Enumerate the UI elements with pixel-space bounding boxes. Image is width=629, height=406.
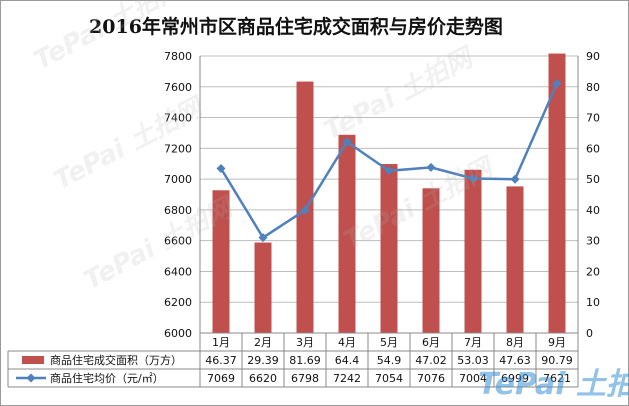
- line-point: [426, 162, 436, 172]
- left-axis-tick-label: 7200: [164, 142, 192, 155]
- line-point: [468, 173, 478, 183]
- category-label: 9月: [548, 336, 566, 349]
- right-axis-tick-label: 80: [586, 81, 600, 94]
- category-label: 5月: [380, 336, 398, 349]
- chart-title: 2016年常州市区商品住宅成交面积与房价走势图: [89, 15, 503, 38]
- right-axis-tick-label: 40: [586, 204, 600, 217]
- bar-value-label: 47.02: [415, 354, 447, 367]
- price-value-label: 7242: [333, 372, 361, 385]
- category-label: 8月: [506, 336, 524, 349]
- bar-value-label: 53.03: [457, 354, 489, 367]
- left-axis-tick-label: 6400: [164, 265, 192, 278]
- bar: [338, 134, 356, 333]
- category-label: 2月: [254, 336, 272, 349]
- bar-value-label: 81.69: [289, 354, 321, 367]
- watermark-text: TePai 土拍网: [319, 41, 480, 146]
- price-value-label: 6620: [249, 372, 277, 385]
- legend-line-marker: [26, 373, 36, 383]
- right-axis-tick-label: 0: [586, 327, 593, 340]
- price-value-label: 7621: [543, 372, 571, 385]
- right-axis-tick-label: 60: [586, 142, 600, 155]
- bar-value-label: 64.4: [335, 354, 360, 367]
- category-label: 4月: [338, 336, 356, 349]
- left-axis-tick-label: 7400: [164, 112, 192, 125]
- line-series: [216, 79, 562, 243]
- legend-bar-name: 商品住宅成交面积（万方）: [50, 353, 182, 367]
- bar-value-label: 90.79: [541, 354, 573, 367]
- line-point: [342, 137, 352, 147]
- bar-value-label: 46.37: [205, 354, 237, 367]
- price-value-label: 6999: [501, 372, 529, 385]
- line-point: [510, 174, 520, 184]
- bar-value-label: 29.39: [247, 354, 279, 367]
- left-axis-tick-label: 7000: [164, 173, 192, 186]
- bar: [422, 188, 440, 333]
- bar: [380, 164, 398, 333]
- bar: [506, 186, 524, 333]
- bar: [464, 169, 482, 333]
- legend-bar-key: [22, 356, 44, 364]
- right-axis-tick-label: 30: [586, 235, 600, 248]
- left-axis-tick-label: 6800: [164, 204, 192, 217]
- left-axis-tick-label: 6600: [164, 235, 192, 248]
- data-table: 1月 46.37 7069 2月 29.39 6620 3月 81.69 6798 4月 64.4 7…: [7, 332, 579, 388]
- bar-value-label: 54.9: [377, 354, 402, 367]
- category-label: 3月: [296, 336, 314, 349]
- price-value-label: 6798: [291, 372, 319, 385]
- watermark-text: TePai 土拍网: [29, 0, 190, 76]
- right-axis-tick-label: 20: [586, 265, 600, 278]
- bar-value-label: 47.63: [499, 354, 531, 367]
- axes: 6000 6200 6400 6600 6800 7000 7200 7400 7600 7800…: [164, 50, 600, 340]
- line-point: [300, 205, 310, 215]
- category-label: 6月: [422, 336, 440, 349]
- line-point: [216, 163, 226, 173]
- category-label: 1月: [212, 336, 230, 349]
- watermark-logo: TePai 土拍网: [478, 367, 629, 402]
- right-axis-tick-label: 50: [586, 173, 600, 186]
- left-axis-tick-label: 7800: [164, 50, 192, 63]
- bar: [212, 190, 230, 333]
- bar: [548, 53, 566, 334]
- price-value-label: 7004: [459, 372, 487, 385]
- line-point: [258, 233, 268, 243]
- right-axis-tick-label: 70: [586, 112, 600, 125]
- left-axis-tick-label: 6200: [164, 296, 192, 309]
- bar: [254, 242, 272, 333]
- left-axis-tick-label: 7600: [164, 81, 192, 94]
- price-value-label: 7069: [207, 372, 235, 385]
- right-axis-tick-label: 10: [586, 296, 600, 309]
- price-value-label: 7054: [375, 372, 403, 385]
- line-point: [552, 79, 562, 89]
- legend-line-name: 商品住宅均价（元/㎡）: [50, 371, 164, 385]
- right-axis-tick-label: 90: [586, 50, 600, 63]
- category-label: 7月: [464, 336, 482, 349]
- price-value-label: 7076: [417, 372, 445, 385]
- left-axis-tick-label: 6000: [164, 327, 192, 340]
- line-point: [384, 166, 394, 176]
